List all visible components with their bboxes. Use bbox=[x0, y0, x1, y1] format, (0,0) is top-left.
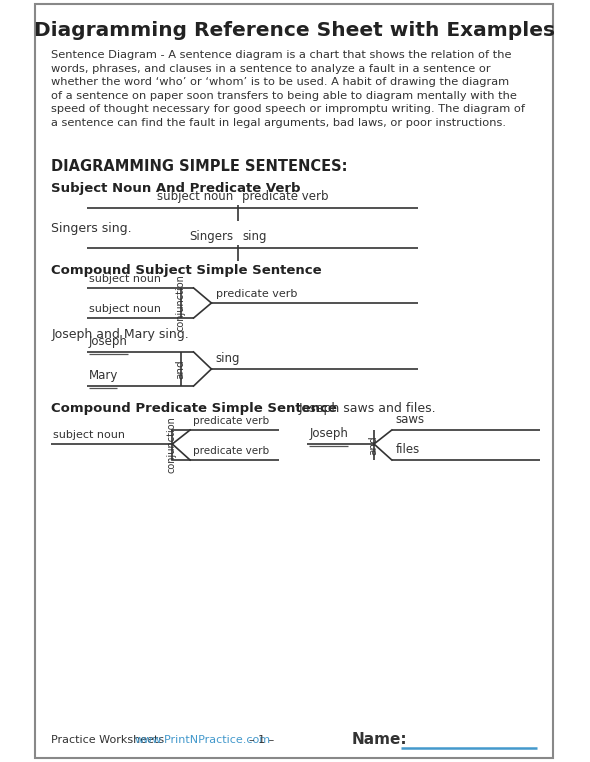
Text: and: and bbox=[368, 435, 378, 455]
Text: – 1 –: – 1 – bbox=[249, 735, 274, 745]
Text: Compound Subject Simple Sentence: Compound Subject Simple Sentence bbox=[51, 264, 322, 277]
Text: Singers: Singers bbox=[189, 230, 234, 243]
Text: conjunction: conjunction bbox=[175, 274, 185, 331]
Text: sing: sing bbox=[242, 230, 267, 243]
Text: www.PrintNPractice.com: www.PrintNPractice.com bbox=[135, 735, 271, 745]
Text: Joseph: Joseph bbox=[88, 335, 127, 348]
Text: Sentence Diagram - A sentence diagram is a chart that shows the relation of the
: Sentence Diagram - A sentence diagram is… bbox=[51, 50, 526, 128]
Text: saws: saws bbox=[395, 413, 424, 426]
Text: predicate verb: predicate verb bbox=[193, 446, 269, 456]
Text: Joseph: Joseph bbox=[309, 427, 348, 440]
Text: subject noun: subject noun bbox=[53, 430, 125, 440]
FancyBboxPatch shape bbox=[35, 4, 553, 758]
Text: files: files bbox=[395, 443, 419, 456]
Text: and: and bbox=[175, 359, 185, 379]
Text: Practice Worksheets: Practice Worksheets bbox=[51, 735, 172, 745]
Text: Name:: Name: bbox=[352, 732, 408, 748]
Text: predicate verb: predicate verb bbox=[216, 289, 297, 299]
Text: predicate verb: predicate verb bbox=[242, 190, 329, 203]
Text: Diagramming Reference Sheet with Examples: Diagramming Reference Sheet with Example… bbox=[34, 21, 555, 40]
Text: subject noun: subject noun bbox=[158, 190, 234, 203]
Text: sing: sing bbox=[216, 352, 240, 365]
Text: Joseph and Mary sing.: Joseph and Mary sing. bbox=[51, 328, 189, 341]
Text: subject noun: subject noun bbox=[88, 304, 160, 314]
Text: Compound Predicate Simple Sentence: Compound Predicate Simple Sentence bbox=[51, 402, 337, 415]
Text: conjunction: conjunction bbox=[166, 417, 176, 473]
Text: subject noun: subject noun bbox=[88, 274, 160, 284]
Text: DIAGRAMMING SIMPLE SENTENCES:: DIAGRAMMING SIMPLE SENTENCES: bbox=[51, 158, 348, 174]
Text: Mary: Mary bbox=[88, 369, 118, 382]
Text: Subject Noun And Predicate Verb: Subject Noun And Predicate Verb bbox=[51, 181, 301, 194]
Text: predicate verb: predicate verb bbox=[193, 416, 269, 426]
Text: Joseph saws and files.: Joseph saws and files. bbox=[299, 402, 436, 415]
Text: Singers sing.: Singers sing. bbox=[51, 222, 132, 235]
